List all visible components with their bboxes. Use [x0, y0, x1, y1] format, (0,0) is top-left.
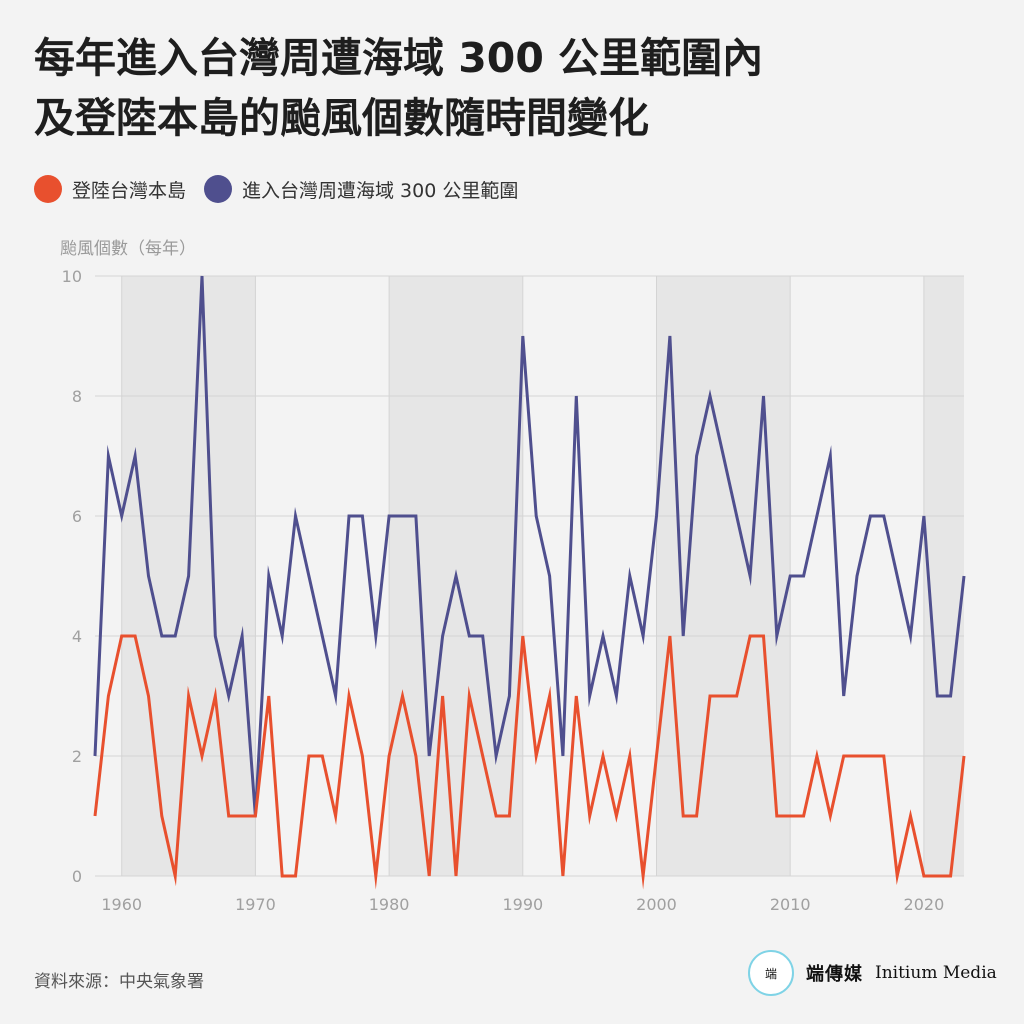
x-tick-label: 1980: [369, 895, 410, 914]
brand-name-en: Initium Media: [875, 963, 997, 983]
x-tick-label: 2010: [770, 895, 811, 914]
legend-swatch-nearby: [204, 175, 233, 203]
brand-logo-icon: 端: [748, 950, 794, 996]
y-tick-label: 2: [72, 747, 82, 766]
decade-band: [923, 276, 964, 876]
legend-label-landfall: 登陸台灣本島: [72, 179, 187, 202]
decade-band: [656, 276, 791, 876]
series-line-nearby: [93, 275, 966, 817]
legend-item-nearby: 進入台灣周遭海域 300 公里範圍: [204, 175, 518, 203]
legend-label-nearby: 進入台灣周遭海域 300 公里範圍: [242, 179, 519, 202]
x-tick-label: 1990: [502, 895, 543, 914]
brand-logo-text: 端: [764, 966, 777, 981]
y-tick-label: 4: [72, 627, 82, 646]
y-tick-label: 0: [72, 867, 82, 886]
chart-title: 每年進入台灣周遭海域 300 公里範圍內 及登陸本島的颱風個數隨時間變化: [34, 28, 994, 148]
brand: 端 端傳媒 Initium Media: [748, 950, 997, 996]
title-line-1: 每年進入台灣周遭海域 300 公里範圍內: [34, 34, 764, 82]
x-tick-label: 2020: [904, 895, 945, 914]
legend-item-landfall: 登陸台灣本島: [34, 175, 186, 203]
x-tick-label: 1970: [235, 895, 276, 914]
y-tick-label: 6: [72, 507, 82, 526]
title-line-2: 及登陸本島的颱風個數隨時間變化: [34, 94, 649, 142]
source-note: 資料來源：中央氣象署: [34, 972, 204, 992]
y-axis-label: 颱風個數（每年）: [60, 239, 196, 259]
y-tick-label: 8: [72, 387, 82, 406]
series-line-landfall: [93, 634, 966, 890]
brand-name-cn: 端傳媒: [806, 964, 863, 985]
y-tick-label: 10: [62, 267, 82, 286]
legend: 登陸台灣本島 進入台灣周遭海域 300 公里範圍: [34, 175, 518, 203]
x-tick-label: 1960: [101, 895, 142, 914]
legend-swatch-landfall: [34, 175, 62, 203]
x-tick-label: 2000: [636, 895, 677, 914]
